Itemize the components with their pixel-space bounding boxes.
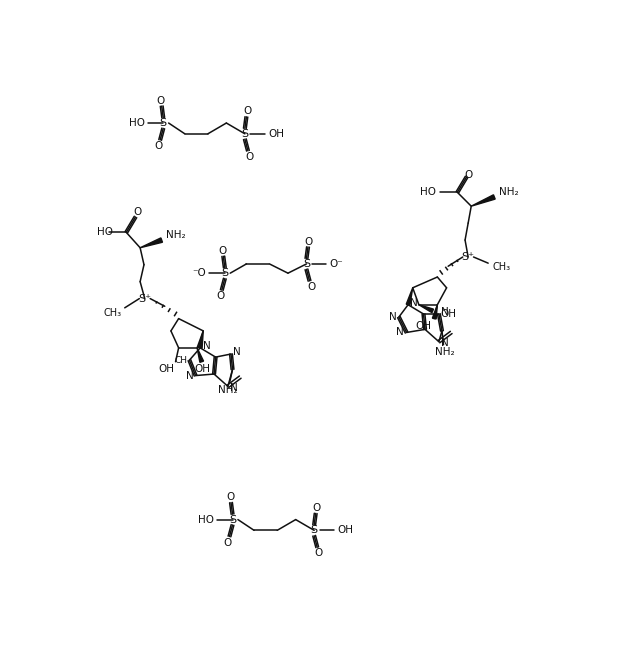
Text: N: N bbox=[230, 383, 238, 393]
Text: O: O bbox=[216, 291, 224, 301]
Text: N: N bbox=[441, 308, 449, 317]
Polygon shape bbox=[197, 348, 203, 362]
Polygon shape bbox=[198, 331, 203, 348]
Text: NH₂: NH₂ bbox=[435, 347, 455, 357]
Text: NH₂: NH₂ bbox=[166, 230, 186, 240]
Text: S: S bbox=[160, 118, 167, 128]
Text: S: S bbox=[311, 526, 318, 535]
Text: N: N bbox=[441, 338, 449, 348]
Text: OH: OH bbox=[440, 309, 457, 319]
Polygon shape bbox=[433, 305, 437, 319]
Text: O: O bbox=[246, 152, 254, 162]
Text: N: N bbox=[185, 371, 193, 381]
Polygon shape bbox=[406, 288, 413, 305]
Text: O⁻: O⁻ bbox=[330, 259, 344, 269]
Text: O: O bbox=[133, 206, 141, 217]
Text: O: O bbox=[226, 492, 234, 502]
Text: O: O bbox=[219, 246, 227, 256]
Text: CH: CH bbox=[175, 356, 188, 364]
Text: OH: OH bbox=[268, 129, 284, 139]
Text: S: S bbox=[229, 515, 236, 524]
Text: N: N bbox=[233, 347, 241, 357]
Polygon shape bbox=[419, 305, 433, 313]
Text: CH₃: CH₃ bbox=[104, 308, 122, 318]
Text: OH: OH bbox=[415, 321, 431, 330]
Text: O: O bbox=[243, 106, 251, 116]
Text: ⁻O: ⁻O bbox=[193, 268, 207, 278]
Text: HO: HO bbox=[129, 118, 144, 128]
Text: HO: HO bbox=[97, 227, 113, 237]
Text: HO: HO bbox=[420, 187, 436, 197]
Text: O: O bbox=[307, 282, 315, 292]
Text: S: S bbox=[221, 268, 229, 278]
Text: NH₂: NH₂ bbox=[499, 187, 519, 197]
Text: OH: OH bbox=[195, 364, 210, 374]
Text: O: O bbox=[312, 503, 320, 513]
Text: N: N bbox=[389, 312, 396, 322]
Text: NH₂: NH₂ bbox=[218, 385, 238, 395]
Text: N: N bbox=[202, 342, 210, 351]
Text: S: S bbox=[241, 129, 249, 139]
Polygon shape bbox=[471, 195, 495, 206]
Text: O: O bbox=[305, 236, 313, 247]
Text: S⁺: S⁺ bbox=[138, 294, 151, 304]
Text: O: O bbox=[224, 537, 232, 548]
Text: N: N bbox=[396, 327, 404, 338]
Polygon shape bbox=[140, 238, 163, 247]
Text: O: O bbox=[464, 170, 472, 180]
Text: CH₃: CH₃ bbox=[493, 262, 511, 272]
Text: O: O bbox=[157, 96, 165, 106]
Text: OH: OH bbox=[158, 364, 174, 374]
Text: N: N bbox=[411, 298, 418, 308]
Text: OH: OH bbox=[337, 526, 353, 535]
Text: S: S bbox=[303, 259, 310, 269]
Text: S⁺: S⁺ bbox=[462, 252, 475, 262]
Text: O: O bbox=[154, 141, 163, 151]
Text: HO: HO bbox=[198, 515, 214, 524]
Text: O: O bbox=[315, 549, 323, 558]
